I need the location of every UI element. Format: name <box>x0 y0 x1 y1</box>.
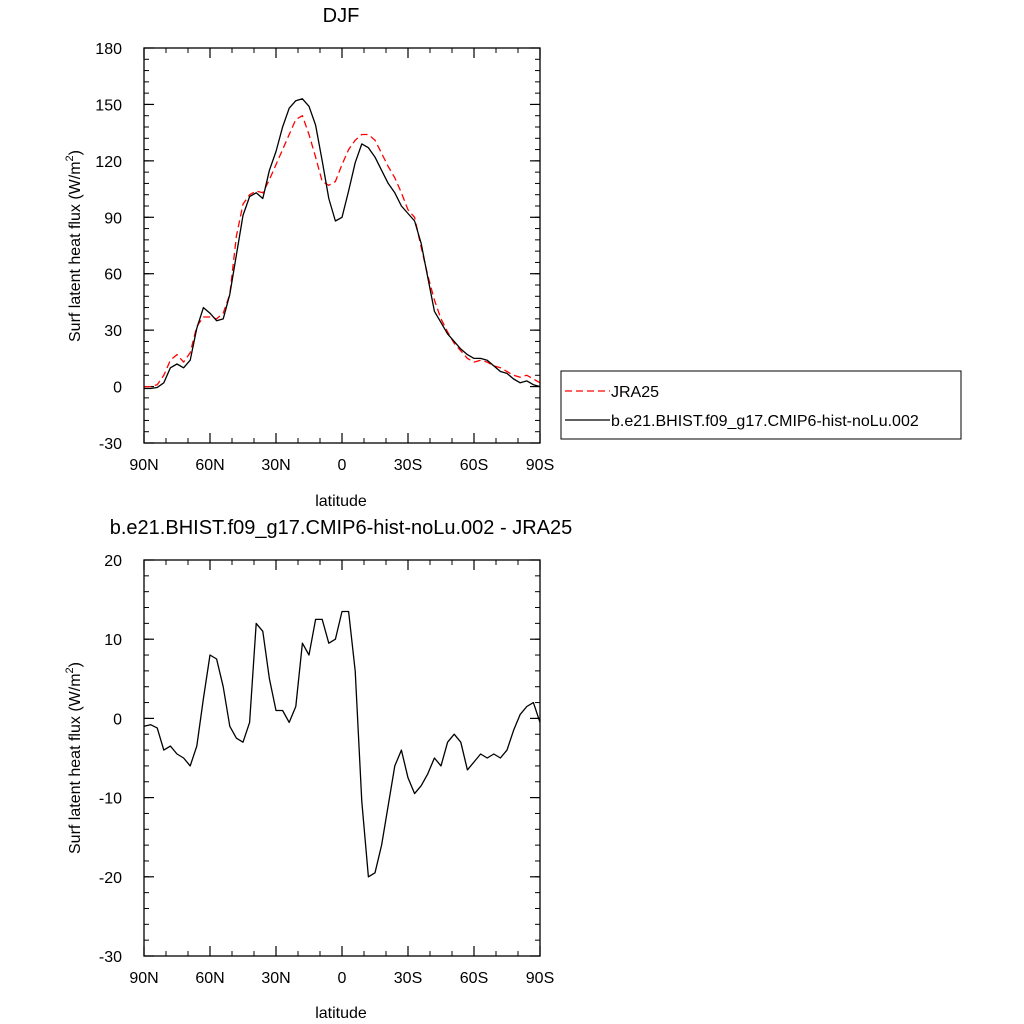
x-tick-label: 30N <box>261 970 290 987</box>
y-tick-label: 180 <box>95 41 122 58</box>
y-tick-label: -10 <box>99 791 122 808</box>
series-model-line <box>144 98 541 390</box>
y-tick-label: 20 <box>104 553 122 570</box>
legend: JRA25 b.e21.BHIST.f09_g17.CMIP6-hist-noL… <box>560 370 962 440</box>
x-tick-label: 60N <box>195 970 224 987</box>
plot-frame <box>143 559 541 957</box>
y-tick-label: -30 <box>99 949 122 966</box>
y-tick-label: 0 <box>113 380 122 397</box>
axes-ticks: 90N 60N 30N 0 30S 60S 90S -30 -20 -10 0 10 20 <box>99 553 554 987</box>
legend-model-label: b.e21.BHIST.f09_g17.CMIP6-hist-noLu.002 <box>611 413 919 430</box>
x-tick-label: 30S <box>394 970 422 987</box>
legend-box <box>560 370 962 440</box>
series-lines <box>144 98 541 390</box>
y-axis-label-sup: 2 <box>64 667 76 673</box>
x-axis-label: latitude <box>315 1005 367 1022</box>
y-tick-label: 30 <box>104 323 122 340</box>
x-axis-label: latitude <box>315 493 367 510</box>
x-tick-label: 90S <box>526 457 554 474</box>
y-axis-label-sup: 2 <box>64 155 76 161</box>
y-tick-label: 150 <box>95 97 122 114</box>
series-jra25-line <box>144 115 541 388</box>
y-tick-label: 60 <box>104 267 122 284</box>
panel-title: DJF <box>323 5 360 27</box>
y-tick-label: 10 <box>104 632 122 649</box>
y-axis-label-close: ) <box>67 662 84 667</box>
series-difference-line <box>143 610 541 878</box>
x-tick-label: 60N <box>195 457 224 474</box>
panel-djf: DJF 90N 60N 30N 0 30S 60S 90S -30 0 30 60 90 120 150 1… <box>64 5 554 510</box>
x-tick-label: 30S <box>394 457 422 474</box>
y-axis-label-close: ) <box>67 150 84 155</box>
x-tick-label: 60S <box>460 457 488 474</box>
x-tick-label: 0 <box>338 457 347 474</box>
x-tick-label: 90N <box>129 970 158 987</box>
y-axis-label-main: Surf latent heat flux (W/m <box>67 673 84 854</box>
y-axis-label-main: Surf latent heat flux (W/m <box>67 161 84 342</box>
x-tick-label: 0 <box>338 970 347 987</box>
x-tick-label: 30N <box>261 457 290 474</box>
y-axis-label: Surf latent heat flux (W/m2) <box>64 150 84 342</box>
y-tick-label: 90 <box>104 210 122 227</box>
legend-jra25-label: JRA25 <box>611 384 659 401</box>
plot-frame <box>143 47 541 444</box>
x-tick-label: 90N <box>129 457 158 474</box>
y-tick-label: 0 <box>113 711 122 728</box>
y-tick-label: -20 <box>99 870 122 887</box>
x-tick-label: 60S <box>460 970 488 987</box>
series-lines <box>143 610 541 878</box>
axes-ticks: 90N 60N 30N 0 30S 60S 90S -30 0 30 60 90 120 150 180 <box>95 41 554 474</box>
y-axis-label: Surf latent heat flux (W/m2) <box>64 662 84 854</box>
panel-difference: b.e21.BHIST.f09_g17.CMIP6-hist-noLu.002 … <box>64 517 572 1022</box>
panel-title: b.e21.BHIST.f09_g17.CMIP6-hist-noLu.002 … <box>110 517 572 539</box>
x-tick-label: 90S <box>526 970 554 987</box>
y-tick-label: 120 <box>95 154 122 171</box>
y-tick-label: -30 <box>99 436 122 453</box>
